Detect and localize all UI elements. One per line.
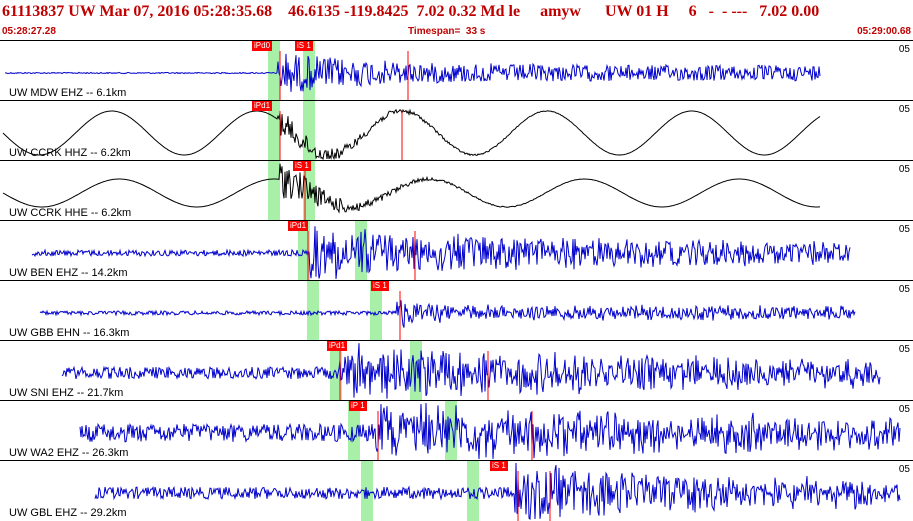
- waveform-trace: [79, 402, 901, 461]
- waveform-line: [4, 53, 821, 92]
- scale-label: 05: [898, 284, 910, 295]
- waveform-trace: [2, 108, 821, 161]
- seismogram-panel-gbb-ehn[interactable]: iS 1 UW GBB EHN -- 16.3km 05: [0, 280, 913, 341]
- p-window-band: [268, 41, 280, 101]
- channel-label: UW BEN EHZ -- 14.2km: [9, 267, 128, 279]
- scale-label: 05: [898, 104, 910, 115]
- p-window-band: [330, 341, 342, 401]
- waveform-trace: [94, 462, 901, 521]
- waveform-line: [2, 163, 820, 214]
- waveform-line: [79, 402, 901, 460]
- p-pick-marker[interactable]: iPd1: [252, 101, 273, 111]
- channel-label: UW CCRK HHZ -- 6.2km: [9, 147, 131, 159]
- seismogram-panel-ccrk-hhz[interactable]: iPd1 UW CCRK HHZ -- 6.2km 05: [0, 100, 913, 161]
- s-pick-marker[interactable]: iS 1: [293, 161, 311, 171]
- s-window-band: [303, 101, 315, 161]
- seismogram-panel-gbl-ehz[interactable]: iS 1 UW GBL EHZ -- 29.2km 05: [0, 460, 913, 521]
- timespan: Timespan= 33 s: [408, 26, 486, 37]
- s-pick-marker[interactable]: iS 1: [295, 41, 313, 51]
- waveform-trace: [61, 343, 881, 401]
- s-window-band: [467, 461, 479, 521]
- s-window-band: [370, 281, 382, 341]
- scale-label: 05: [898, 404, 910, 415]
- channel-label: UW SNI EHZ -- 21.7km: [9, 387, 124, 399]
- scale-label: 05: [898, 44, 910, 55]
- s-pick-marker[interactable]: iS 1: [490, 461, 508, 471]
- waveform-trace: [39, 291, 856, 341]
- start-time: 05:28:27.28: [2, 26, 56, 37]
- scale-label: 05: [898, 344, 910, 355]
- p-pick-marker[interactable]: iPd0: [252, 41, 273, 51]
- s-pick-marker[interactable]: iS 1: [371, 281, 389, 291]
- p-window-band: [361, 461, 373, 521]
- seismogram-panel-sni-ehz[interactable]: iPd1 UW SNI EHZ -- 21.7km 05: [0, 340, 913, 401]
- seismogram-panel-wa2-ehz[interactable]: iP 1 UW WA2 EHZ -- 26.3km 05: [0, 400, 913, 461]
- p-pick-marker[interactable]: iPd1: [327, 341, 348, 351]
- p-window-band: [348, 401, 360, 461]
- seismogram-panel-ccrk-hhe[interactable]: iS 1 UW CCRK HHE -- 6.2km 05: [0, 160, 913, 221]
- channel-label: UW GBL EHZ -- 29.2km: [9, 507, 127, 519]
- channel-label: UW CCRK HHE -- 6.2km: [9, 207, 132, 219]
- p-window-band: [268, 101, 280, 161]
- channel-label: UW GBB EHN -- 16.3km: [9, 327, 130, 339]
- event-title: 61113837 UW Mar 07, 2016 05:28:35.68 46.…: [2, 3, 820, 20]
- waveform-line: [94, 462, 901, 521]
- waveform-line: [61, 343, 881, 399]
- scale-label: 05: [898, 164, 910, 175]
- waveform-line: [39, 300, 856, 328]
- waveform-trace: [2, 163, 820, 221]
- p-window-band: [268, 161, 280, 221]
- p-pick-marker[interactable]: iP 1: [349, 401, 367, 411]
- waveform-line: [2, 108, 821, 161]
- waveform-trace: [31, 226, 851, 281]
- scale-label: 05: [898, 464, 910, 475]
- p-window-band: [307, 281, 319, 341]
- seismogram-panel-mdw-ehz[interactable]: iPd0 iS 1 UW MDW EHZ -- 6.1km 05: [0, 40, 913, 101]
- waveform-line: [31, 226, 851, 280]
- channel-label: UW MDW EHZ -- 6.1km: [9, 87, 127, 99]
- channel-label: UW WA2 EHZ -- 26.3km: [9, 447, 129, 459]
- waveform-trace: [4, 51, 821, 101]
- scale-label: 05: [898, 224, 910, 235]
- event-header: 61113837 UW Mar 07, 2016 05:28:35.68 46.…: [0, 0, 913, 38]
- end-time: 05:29:00.68: [857, 26, 911, 37]
- seismogram-panel-ben-ehz[interactable]: iPd1 UW BEN EHZ -- 14.2km 05: [0, 220, 913, 281]
- p-pick-marker[interactable]: iPd1: [288, 221, 309, 231]
